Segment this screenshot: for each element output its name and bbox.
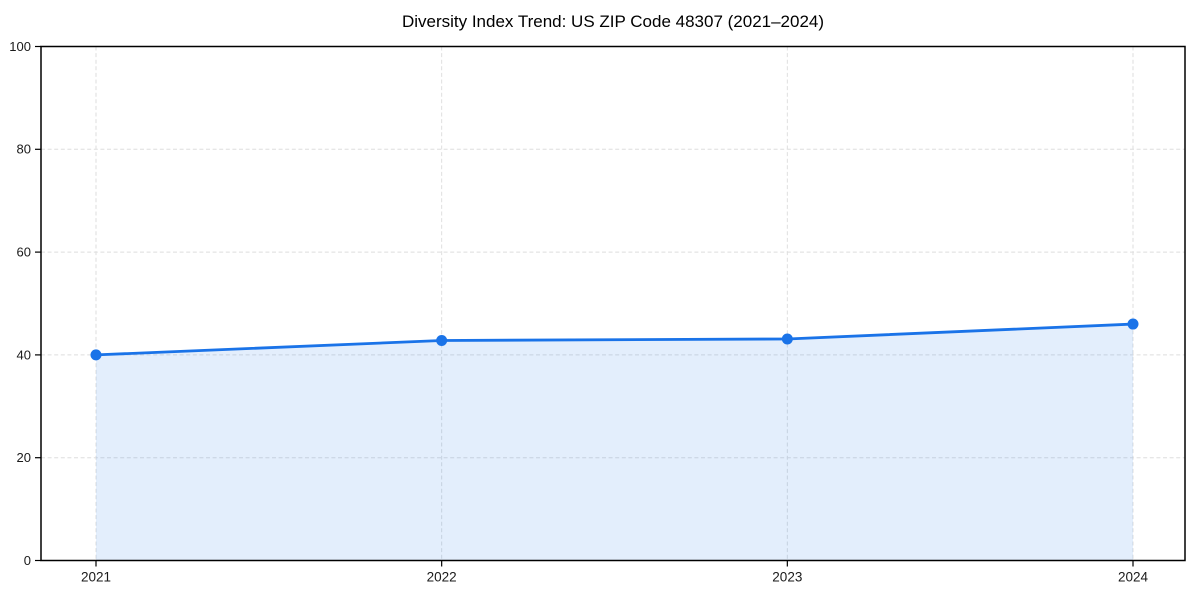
data-point-2022 [436,335,448,347]
y-tick-label: 20 [17,450,31,465]
x-tick-label: 2023 [772,570,802,585]
x-tick-label: 2021 [81,570,111,585]
y-tick-label: 0 [24,553,31,568]
data-point-2023 [781,333,793,345]
data-point-2021 [90,349,102,361]
area-fill [96,324,1133,561]
y-tick-label: 60 [17,245,31,260]
chart-title: Diversity Index Trend: US ZIP Code 48307… [401,12,825,31]
y-tick-label: 40 [17,347,31,362]
x-tick-label: 2022 [427,570,457,585]
trend-line [94,322,1135,357]
plot-border [40,45,1186,562]
x-tick-label: 2024 [1118,570,1149,585]
y-tick-label: 100 [9,39,31,54]
data-point-2024 [1127,318,1139,330]
y-tick-label: 80 [17,142,31,157]
